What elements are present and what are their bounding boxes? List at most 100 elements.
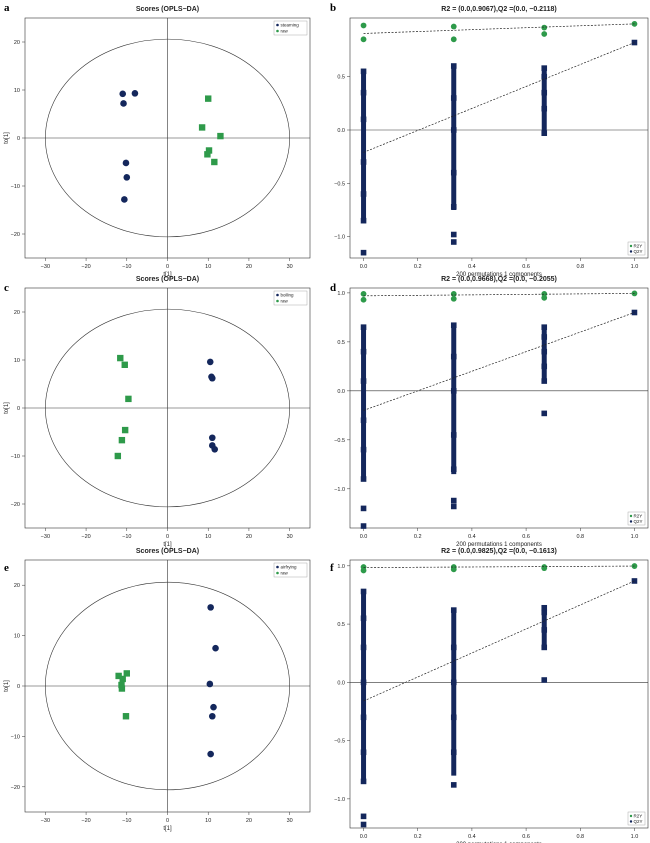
- x-tick-label: 0.8: [576, 534, 584, 540]
- panel-letter: d: [330, 282, 336, 294]
- q2-regression-line: [363, 312, 635, 411]
- q2-point: [450, 127, 457, 133]
- q2-point: [360, 588, 367, 595]
- q2-point: [450, 644, 457, 651]
- x-tick-label: 0.2: [414, 834, 422, 840]
- q2-point: [450, 388, 457, 394]
- legend-box: [627, 241, 646, 256]
- q2-point: [631, 578, 638, 584]
- point-raw: [123, 670, 130, 677]
- y-tick-label: 0: [17, 684, 20, 690]
- point-raw: [122, 713, 130, 720]
- panel-letter: b: [330, 2, 336, 14]
- q2-point: [450, 169, 457, 176]
- point-raw: [217, 132, 224, 140]
- chart-title: Scores (OPLS−DA): [136, 276, 199, 283]
- y-tick-label: −20: [11, 502, 20, 508]
- x-tick-label: 0.4: [468, 834, 476, 840]
- x-tick-label: 1.0: [631, 264, 639, 270]
- q2-point: [360, 417, 367, 424]
- q2-point: [541, 363, 548, 370]
- x-tick-label: 0.4: [468, 534, 476, 540]
- legend-label: R2Y: [634, 814, 643, 819]
- y-tick-label: 20: [14, 583, 20, 589]
- plot-frame: [349, 287, 649, 529]
- legend-label: Q2Y: [634, 819, 643, 824]
- q2-point: [541, 334, 548, 340]
- q2-point: [360, 89, 367, 96]
- y-axis-label: to[1]: [4, 132, 10, 144]
- legend-box: [273, 20, 308, 36]
- q2-point: [450, 503, 457, 510]
- point-steaming: [123, 174, 131, 181]
- q2-point: [541, 609, 548, 616]
- r2-point: [541, 290, 548, 297]
- r2-point: [360, 36, 367, 43]
- point-steaming: [119, 90, 127, 98]
- point-raw: [119, 675, 126, 683]
- x-tick-label: −20: [81, 534, 90, 540]
- y-tick-label: 0.5: [337, 622, 345, 628]
- q2-point: [360, 476, 367, 482]
- hotelling-ellipse: [45, 581, 290, 791]
- q2-point: [541, 348, 548, 355]
- y-tick-label: 0.0: [337, 128, 345, 134]
- legend-swatch: [629, 514, 633, 518]
- r2-point: [450, 295, 457, 302]
- q2-point: [450, 63, 457, 69]
- q2-point: [450, 497, 457, 504]
- y-tick-label: 10: [14, 88, 20, 94]
- legend-swatch: [276, 299, 279, 303]
- x-tick-label: 20: [246, 818, 252, 824]
- point-airfrying: [207, 604, 214, 611]
- q2-point: [450, 679, 457, 686]
- q2-point: [450, 432, 457, 438]
- legend-label: raw: [281, 299, 289, 304]
- x-tick-label: 0: [166, 534, 169, 540]
- x-tick-label: −20: [81, 818, 90, 824]
- q2-point: [450, 714, 457, 721]
- chart-title: R2 = (0.0,0.9067),Q2 =(0.0, −0.2118): [441, 6, 556, 13]
- chart-title: Scores (OPLS−DA): [136, 6, 199, 13]
- q2-point: [541, 604, 548, 611]
- legend-label: steaming: [281, 23, 300, 28]
- x-tick-label: 30: [287, 818, 293, 824]
- x-tick-label: 1.0: [631, 534, 639, 540]
- q2-point: [360, 446, 367, 453]
- x-axis-label: 200 permutations 1 components: [456, 272, 542, 278]
- panel-b: b R2 = (0.0,0.9067),Q2 =(0.0, −0.2118) 0.0…: [330, 2, 649, 278]
- x-tick-label: 10: [205, 818, 211, 824]
- x-tick-label: 30: [287, 264, 293, 270]
- q2-point: [360, 778, 367, 785]
- y-tick-label: −10: [11, 184, 20, 190]
- y-tick-label: 10: [14, 358, 20, 364]
- legend-swatch: [629, 520, 633, 523]
- legend-box: [627, 811, 646, 826]
- y-tick-label: 1.0: [337, 291, 345, 297]
- q2-point: [541, 130, 548, 136]
- q2-point: [450, 231, 457, 238]
- y-tick-label: −20: [11, 232, 20, 238]
- q2-point: [360, 644, 367, 651]
- y-tick-label: 0.0: [337, 680, 345, 686]
- q2-point: [360, 116, 367, 123]
- panel-d: d R2 = (0.0,0.9668),Q2 =(0.0, −0.2055) 0.0…: [330, 276, 649, 548]
- point-raw: [118, 681, 125, 689]
- r2-point: [360, 564, 367, 570]
- q2-point: [541, 410, 548, 417]
- legend-label: raw: [281, 571, 289, 576]
- panel-letter: a: [4, 2, 10, 14]
- x-tick-label: 10: [205, 264, 211, 270]
- point-boiling: [208, 374, 216, 382]
- r2-regression-line: [363, 293, 635, 297]
- chart-title: R2 = (0.0,0.9668),Q2 =(0.0, −0.2055): [441, 276, 557, 283]
- chart-title: R2 = (0.0,0.9825),Q2 =(0.0, −0.1613): [441, 548, 557, 555]
- panel-f: f R2 = (0.0,0.9825),Q2 =(0.0, −0.1613) 0.0…: [330, 548, 649, 843]
- point-raw: [205, 147, 213, 154]
- q2-regression-line: [363, 580, 635, 702]
- r2-point: [450, 36, 457, 43]
- y-tick-label: 20: [14, 40, 20, 46]
- q2-point: [541, 89, 548, 96]
- q2-point: [360, 714, 367, 721]
- q2-point: [450, 749, 457, 756]
